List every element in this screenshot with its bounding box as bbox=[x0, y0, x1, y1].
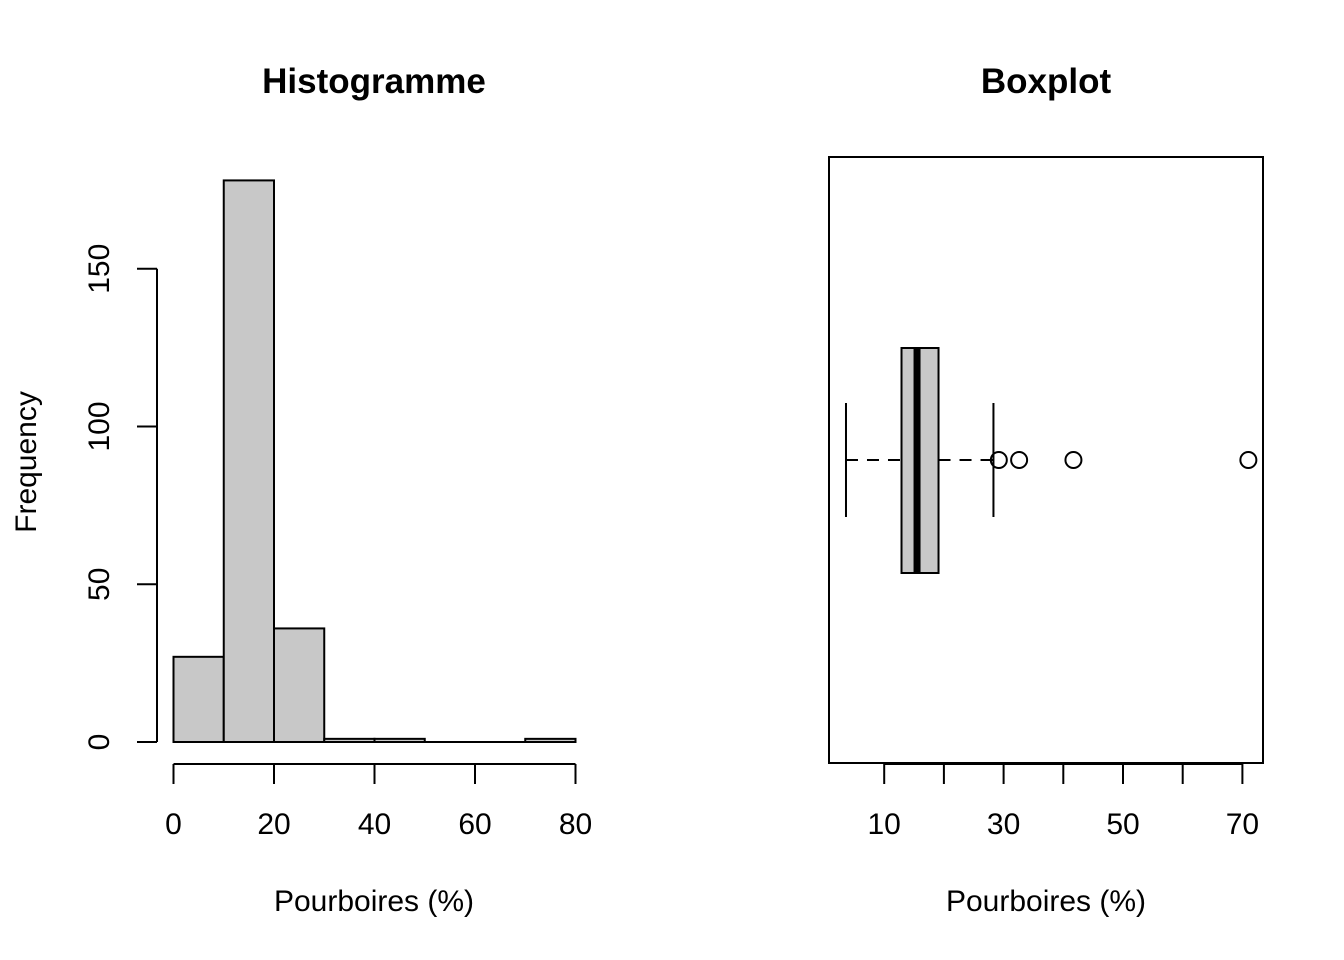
boxplot-outlier bbox=[989, 451, 1008, 469]
histogram-bars bbox=[172, 179, 577, 744]
histogram-x-tick-label: 0 bbox=[165, 808, 182, 841]
histogram-bar bbox=[323, 737, 376, 743]
histogram-xlabel: Pourboires (%) bbox=[274, 885, 474, 918]
histogram-bar bbox=[273, 627, 326, 743]
histogram-x-tick-label: 20 bbox=[257, 808, 290, 841]
histogram-y-tick-label: 50 bbox=[83, 568, 116, 601]
histogram-title: Histogramme bbox=[262, 62, 486, 101]
histogram-x-axis: 0 20 40 60 80 bbox=[165, 763, 592, 841]
boxplot-x-tick-label: 30 bbox=[987, 808, 1020, 841]
histogram-bar bbox=[524, 737, 577, 743]
histogram-y-tick-label: 0 bbox=[83, 734, 116, 751]
boxplot-x-tick-label: 10 bbox=[868, 808, 901, 841]
histogram-y-axis: 0 50 100 150 bbox=[83, 244, 158, 751]
histogram-panel: Histogramme Pourboires (%) Frequency 0 20… bbox=[10, 62, 592, 918]
boxplot-xlabel: Pourboires (%) bbox=[946, 885, 1146, 918]
boxplot-x-tick-label: 50 bbox=[1106, 808, 1139, 841]
histogram-y-tick-label: 100 bbox=[83, 401, 116, 451]
boxplot-outlier bbox=[1010, 451, 1029, 469]
boxplot-title: Boxplot bbox=[981, 62, 1112, 101]
histogram-x-tick-label: 80 bbox=[559, 808, 592, 841]
boxplot-outlier bbox=[1064, 451, 1083, 469]
histogram-ylabel: Frequency bbox=[10, 391, 43, 533]
boxplot-x-tick-label: 70 bbox=[1226, 808, 1259, 841]
boxplot-marks bbox=[844, 347, 1258, 574]
histogram-y-tick-label: 150 bbox=[83, 244, 116, 294]
boxplot-panel: Boxplot Pourboires (%) 10 30 50 70 bbox=[828, 62, 1264, 918]
histogram-x-tick-label: 60 bbox=[458, 808, 491, 841]
histogram-bar bbox=[222, 179, 275, 744]
histogram-x-tick-label: 40 bbox=[358, 808, 391, 841]
histogram-bar bbox=[373, 737, 426, 743]
boxplot-x-axis: 10 30 50 70 bbox=[868, 763, 1259, 841]
boxplot-outlier bbox=[1239, 451, 1258, 469]
histogram-bar bbox=[172, 655, 225, 743]
